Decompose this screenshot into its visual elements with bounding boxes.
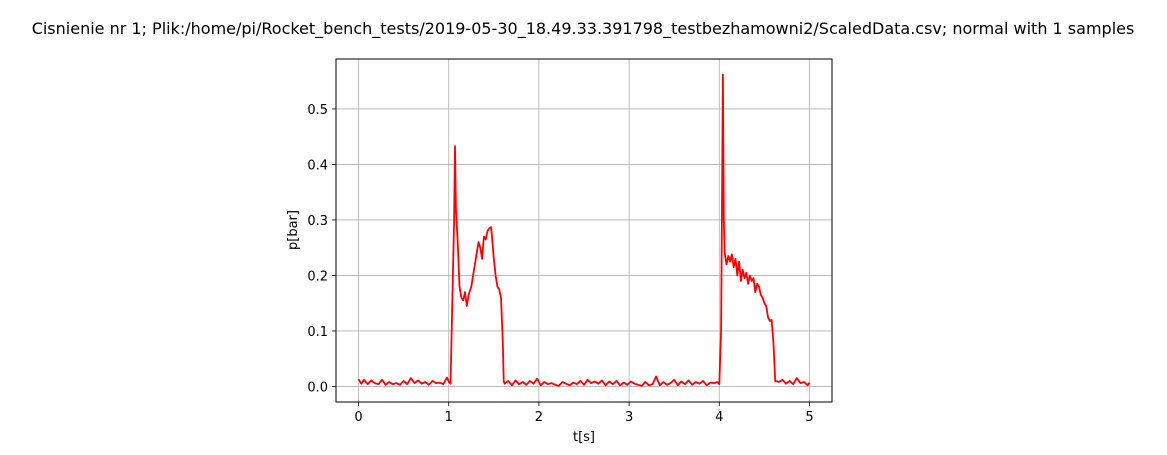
- y-tick-label: 0.5: [307, 103, 328, 118]
- y-tick-label: 0.4: [307, 158, 328, 173]
- plot-frame: [335, 58, 833, 403]
- y-axis: 0.0 0.1 0.2 0.3 0.4 0.5: [307, 103, 336, 395]
- x-tick-label: 5: [805, 410, 813, 425]
- grid: [336, 59, 832, 402]
- x-tick-label: 3: [625, 410, 633, 425]
- series-group: [357, 73, 811, 387]
- y-tick-label: 0.0: [307, 380, 328, 395]
- x-tick-label: 2: [535, 410, 543, 425]
- x-tick-label: 4: [715, 410, 723, 425]
- x-tick-label: 1: [445, 410, 453, 425]
- x-tick-label: 0: [354, 410, 362, 425]
- y-axis-label: p[bar]: [286, 210, 301, 250]
- y-tick-label: 0.3: [307, 214, 328, 229]
- x-axis: 0 1 2 3 4 5: [354, 402, 814, 425]
- y-tick-label: 0.1: [307, 325, 328, 340]
- y-tick-label: 0.2: [307, 269, 328, 284]
- chart-title: Cisnienie nr 1; Plik:/home/pi/Rocket_ben…: [32, 19, 1135, 39]
- series-line: [357, 73, 811, 387]
- x-axis-label: t[s]: [573, 430, 595, 445]
